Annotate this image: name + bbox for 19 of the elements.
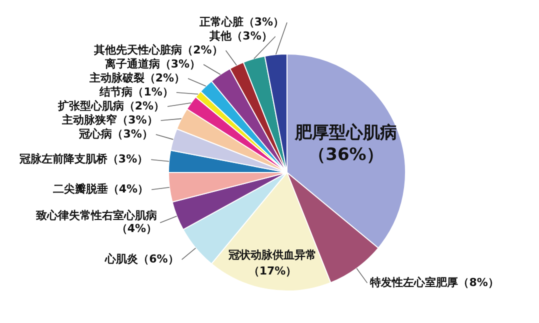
data-label: （17%） bbox=[248, 264, 297, 278]
slice-label: 离子通道病（3%） bbox=[104, 57, 201, 70]
slice-label: 其他先天性心脏病（2%） bbox=[93, 43, 223, 56]
slice-label: 肥厚型心肌病 bbox=[294, 123, 397, 144]
data-label: （4%） bbox=[116, 222, 158, 236]
slice-label: 扩张型心肌病（2%） bbox=[56, 99, 165, 112]
data-label: （36%） bbox=[308, 145, 384, 166]
slice-label: 二尖瓣脱垂（4%） bbox=[52, 182, 149, 196]
slice-label: 冠脉左前降支肌桥（3%） bbox=[18, 152, 148, 166]
slice-label: 其他（3%） bbox=[208, 29, 272, 42]
slice-label: 冠状动脉供血异常 bbox=[228, 248, 317, 262]
slice-label: 心肌炎（6%） bbox=[104, 252, 179, 266]
slice-label: 致心律失常性右室心肌病 bbox=[35, 209, 158, 222]
slice-label: 特发性左心室肥厚（8%） bbox=[369, 276, 499, 289]
slice-label: 结节病（1%） bbox=[98, 85, 174, 98]
slice-label: 主动脉狭窄（3%） bbox=[61, 113, 158, 126]
slice-label: 正常心脏（3%） bbox=[198, 15, 284, 28]
slice-label: 冠心病（3%） bbox=[78, 127, 153, 140]
slice-label: 主动脉破裂（2%） bbox=[88, 71, 186, 84]
